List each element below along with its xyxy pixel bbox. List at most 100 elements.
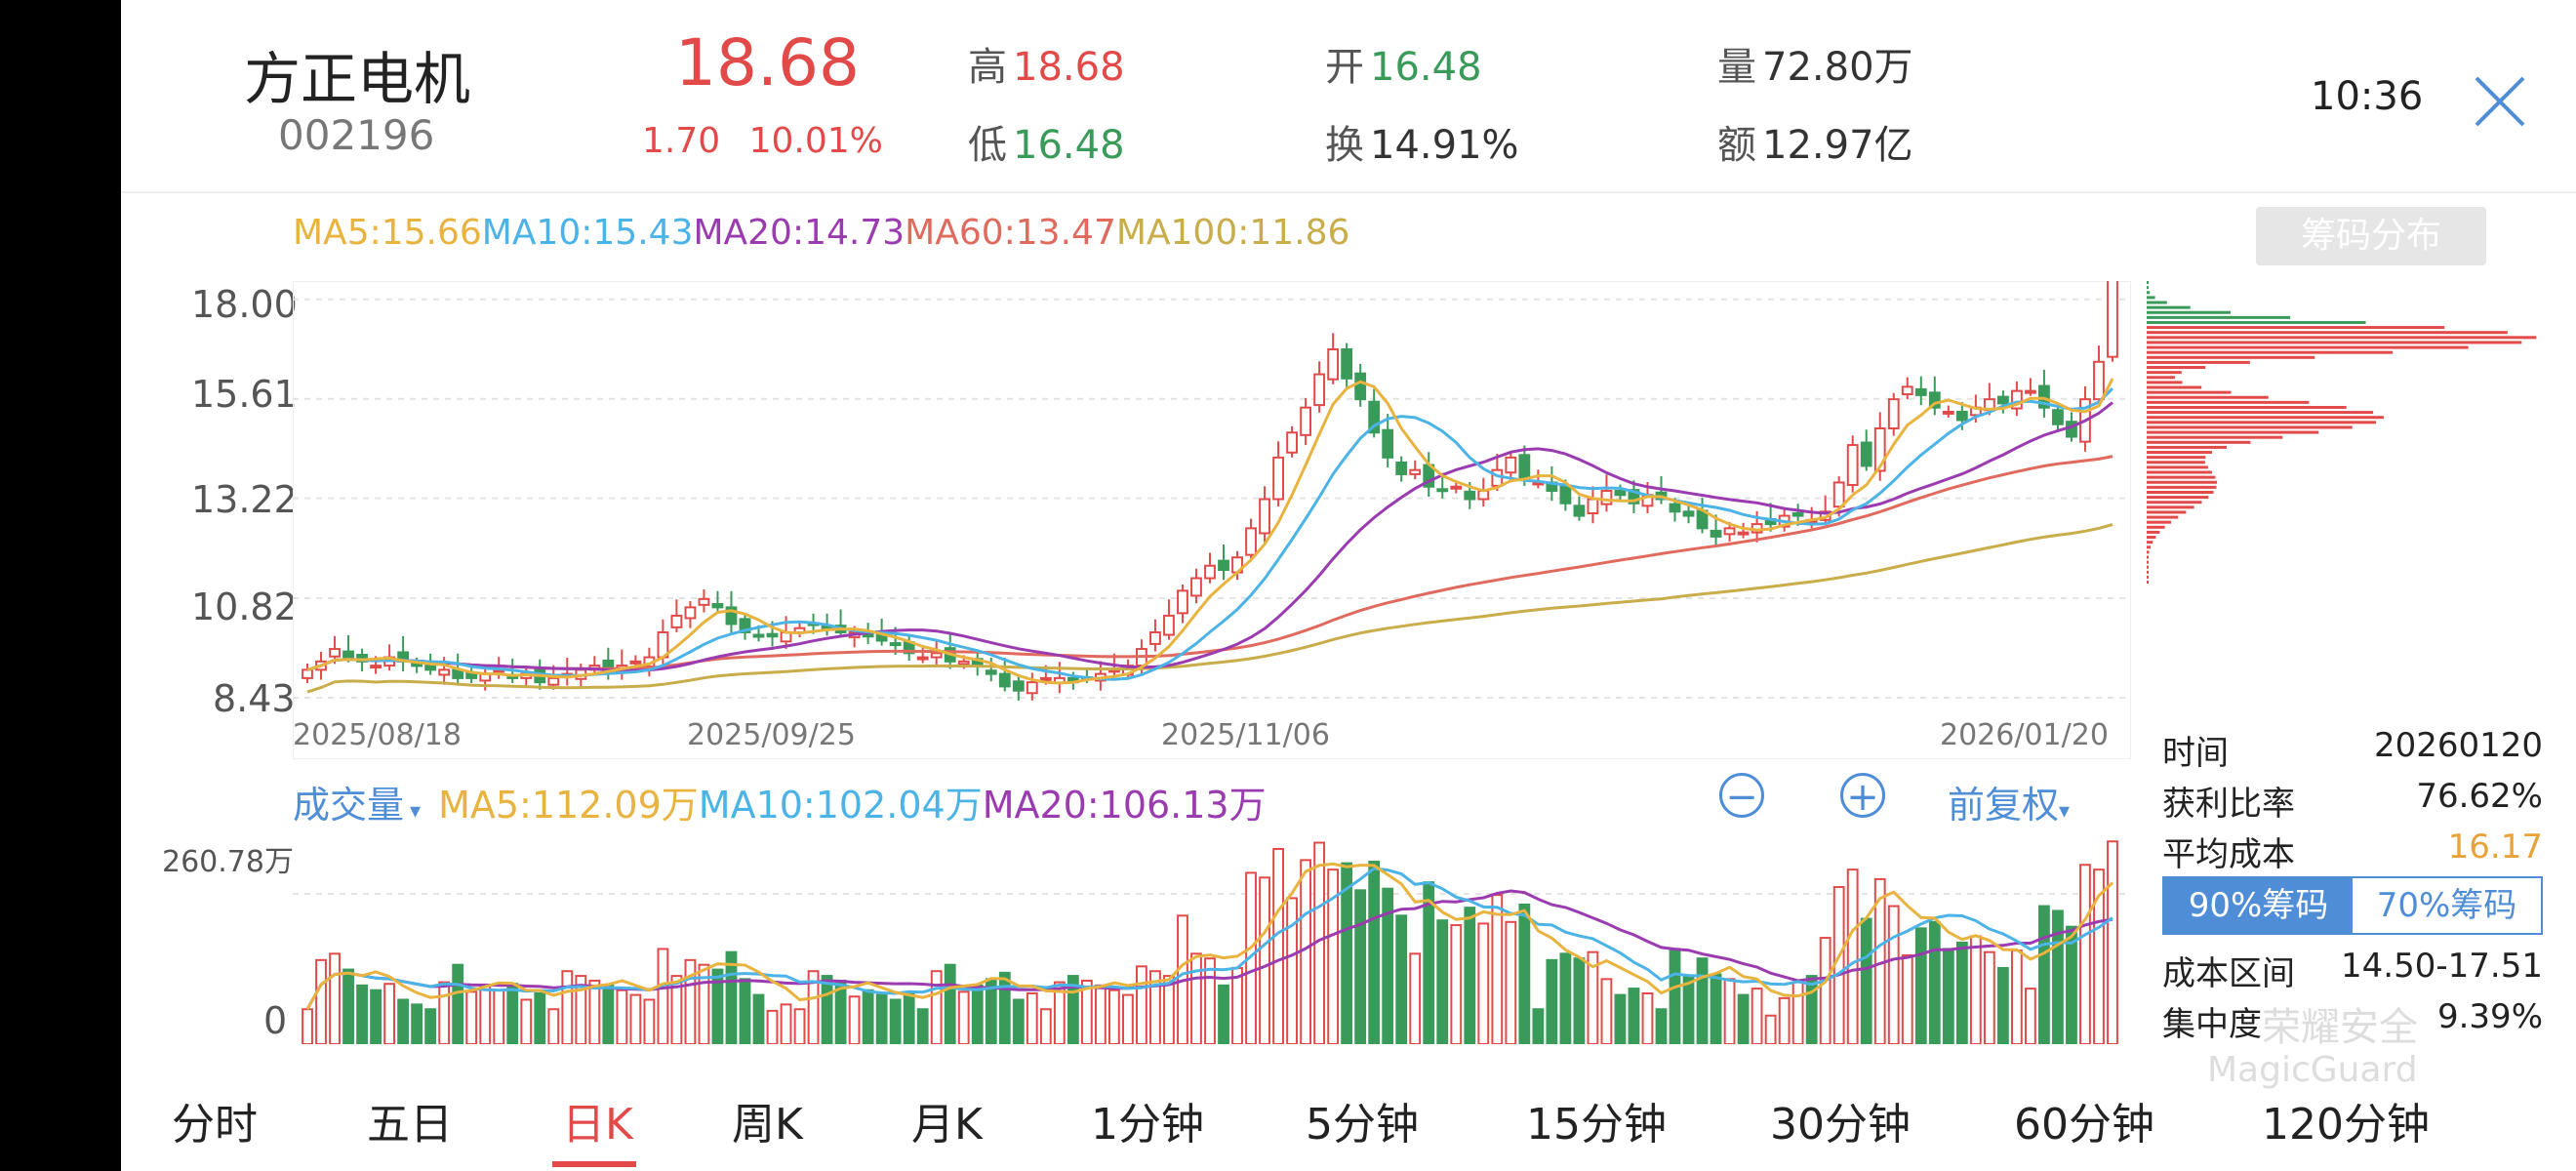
tab-30min[interactable]: 30分钟 xyxy=(1770,1100,1911,1150)
candle-down xyxy=(2052,409,2064,425)
low-label: 低 xyxy=(968,123,1007,168)
volume-bar-down xyxy=(821,975,833,1044)
chip-bar xyxy=(2147,485,2217,489)
tab-60min[interactable]: 60分钟 xyxy=(2014,1100,2154,1150)
volume-bar-down xyxy=(342,968,354,1044)
candle-down xyxy=(1682,510,1695,517)
chip-bar xyxy=(2147,315,2291,319)
volume-bar-down xyxy=(2052,909,2064,1044)
candle-up xyxy=(930,652,943,659)
volume-bar-down xyxy=(998,971,1011,1044)
ma10-label: MA10:15.43 xyxy=(481,213,694,253)
vol-ma10-line xyxy=(305,867,2113,1010)
candle-down xyxy=(766,632,779,638)
volume-bar-up xyxy=(670,975,683,1044)
high-stat: 高 18.68 xyxy=(968,35,1125,92)
candle-up xyxy=(1026,681,1038,695)
tab-120min[interactable]: 120分钟 xyxy=(2262,1100,2430,1150)
tab-5min[interactable]: 5分钟 xyxy=(1306,1100,1419,1150)
tab-1min[interactable]: 1分钟 xyxy=(1091,1100,1204,1150)
volume-bar-up xyxy=(1505,920,1517,1044)
candle-down xyxy=(889,642,902,647)
volume-bar-down xyxy=(356,984,368,1044)
tab-15min[interactable]: 15分钟 xyxy=(1526,1100,1667,1150)
volume-bar-up xyxy=(1791,981,1804,1044)
chip-bar xyxy=(2147,555,2149,559)
candle-down xyxy=(411,663,423,667)
concentration-value: 9.39% xyxy=(2436,997,2543,1036)
volume-bar-down xyxy=(1614,993,1627,1044)
chip-bar xyxy=(2147,320,2366,324)
tab-daily-k[interactable]: 日K xyxy=(562,1100,633,1150)
candle-down xyxy=(985,669,997,675)
candle-down xyxy=(1382,428,1394,459)
chip-bar xyxy=(2147,350,2394,354)
tab-intraday[interactable]: 分时 xyxy=(172,1100,258,1150)
close-icon xyxy=(2475,76,2525,127)
candle-up xyxy=(2093,360,2105,401)
volume-bar-down xyxy=(1669,948,1681,1044)
volume-stat: 量 72.80万 xyxy=(1717,35,1913,92)
candle-up xyxy=(1204,564,1216,580)
volume-bar-up xyxy=(2024,988,2036,1044)
candlestick-chart[interactable] xyxy=(293,281,2131,759)
candle-up xyxy=(1039,676,1052,681)
adjust-selector[interactable]: 前复权▾ xyxy=(1948,775,2070,828)
candle-down xyxy=(1368,400,1381,434)
chip-bar xyxy=(2147,541,2153,545)
volume-bar-up xyxy=(1641,991,1654,1044)
candle-down xyxy=(1464,490,1476,501)
ma60-label: MA60:13.47 xyxy=(905,213,1116,253)
tab-90-chip[interactable]: 90%筹码 xyxy=(2164,878,2353,933)
close-button[interactable] xyxy=(2469,70,2531,133)
volume-bar-down xyxy=(1737,993,1750,1044)
volume-max-tick: 260.78万 xyxy=(162,845,294,879)
volume-bar-up xyxy=(643,998,656,1044)
chip-bar xyxy=(2147,400,2310,404)
candle-up xyxy=(2107,281,2118,358)
candle-up xyxy=(1587,498,1599,515)
volume-bar-down xyxy=(370,989,382,1044)
candle-up xyxy=(1450,485,1463,490)
candle-down xyxy=(1518,454,1531,480)
tab-five-day[interactable]: 五日 xyxy=(367,1100,453,1150)
chip-bar xyxy=(2147,530,2160,534)
volume-bar-up xyxy=(1039,1008,1052,1044)
amount-value: 12.97亿 xyxy=(1762,123,1913,168)
volume-bar-up xyxy=(520,998,533,1044)
volume-bar-down xyxy=(1382,887,1394,1044)
volume-zero-tick: 0 xyxy=(263,999,288,1042)
chip-bar xyxy=(2147,470,2212,474)
tab-monthly-k[interactable]: 月K xyxy=(911,1100,983,1150)
chip-distribution-button[interactable]: 筹码分布 xyxy=(2256,207,2486,265)
volume-bar-down xyxy=(1559,952,1572,1044)
price-tick: 8.43 xyxy=(213,677,296,720)
volume-bar-down xyxy=(1368,861,1381,1044)
dropdown-icon: ▾ xyxy=(2059,799,2071,824)
volume-indicator-selector[interactable]: 成交量 xyxy=(293,784,405,827)
zoom-in-button[interactable]: + xyxy=(1840,773,1885,819)
active-tab-indicator xyxy=(552,1161,636,1167)
low-stat: 低 16.48 xyxy=(968,113,1125,170)
volume-bar-down xyxy=(1012,998,1025,1044)
volume-bar-up xyxy=(684,958,697,1044)
volume-bar-up xyxy=(1122,993,1134,1044)
zoom-out-button[interactable]: − xyxy=(1719,773,1764,819)
tab-weekly-k[interactable]: 周K xyxy=(732,1100,803,1150)
chip-bar xyxy=(2147,385,2202,389)
volume-bar-up xyxy=(302,1008,313,1044)
chip-bar xyxy=(2147,286,2149,290)
volume-bar-down xyxy=(1942,948,1954,1044)
volume-chart[interactable] xyxy=(293,829,2131,1044)
tab-70-chip[interactable]: 70%筹码 xyxy=(2376,886,2517,925)
volume-bar-up xyxy=(1819,937,1831,1044)
volume-bar-up xyxy=(1450,924,1463,1044)
candle-down xyxy=(1573,505,1586,517)
volume-bar-down xyxy=(1532,1008,1545,1044)
volume-bar-up xyxy=(1136,965,1147,1044)
chip-bar xyxy=(2147,281,2149,285)
chip-bar xyxy=(2147,461,2205,464)
volume-value: 72.80万 xyxy=(1762,45,1913,90)
volume-bar-down xyxy=(452,963,464,1044)
ma10-line xyxy=(306,387,2114,681)
